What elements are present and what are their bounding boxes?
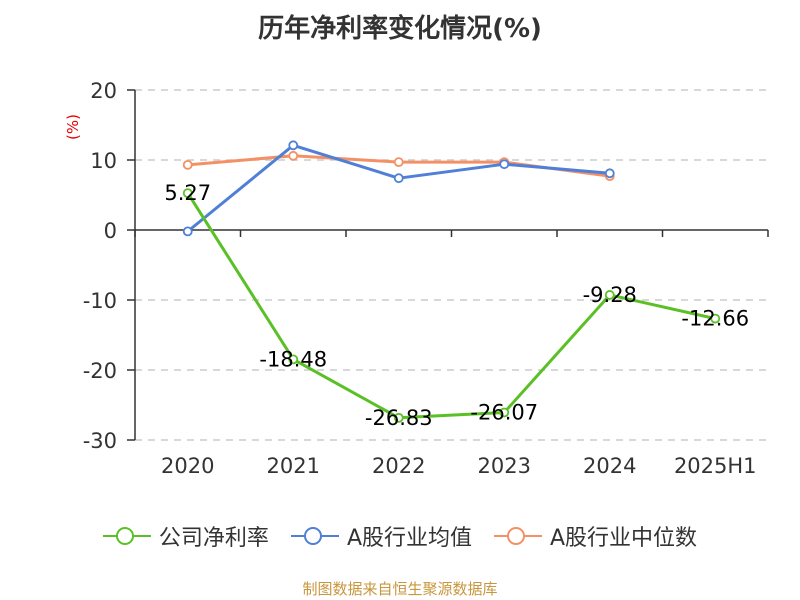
axis-layer: 20 10 0 -10 -20 -30 2020 2021 2022 2023 2024 2025H1	[83, 79, 769, 478]
data-label: -12.66	[681, 307, 749, 331]
y-tick-label: 20	[90, 79, 117, 103]
data-label-layer: 5.27 -18.48 -26.83 -26.07 -9.28 -12.66	[164, 181, 749, 430]
data-point	[393, 412, 404, 423]
data-point	[288, 354, 299, 365]
legend-label: A股行业中位数	[550, 526, 698, 551]
data-point	[182, 188, 193, 199]
series-layer	[182, 140, 721, 423]
data-point	[604, 168, 615, 179]
source-note: 制图数据来自恒生聚源数据库	[302, 580, 498, 598]
legend-label: 公司净利率	[158, 526, 269, 551]
y-tick-label: -30	[83, 429, 117, 453]
data-point	[393, 157, 404, 168]
data-point	[604, 290, 615, 300]
grid-layer	[135, 89, 768, 441]
x-tick-label: 2022	[372, 454, 425, 478]
y-tick-label: 10	[90, 149, 117, 173]
data-point	[182, 159, 193, 170]
legend-label: A股行业均值	[346, 526, 472, 551]
x-tick-label: 2024	[583, 454, 636, 478]
data-point	[182, 226, 193, 237]
y-tick-label: -10	[83, 289, 117, 313]
y-tick-label: 0	[104, 219, 117, 243]
data-point	[710, 313, 721, 324]
legend: 公司净利率 A股行业均值 A股行业中位数	[0, 520, 800, 552]
data-label: -26.07	[470, 400, 538, 424]
x-tick-label: 2021	[267, 454, 320, 478]
data-point	[393, 173, 404, 184]
legend-item: A股行业中位数	[494, 520, 697, 552]
data-point	[499, 407, 510, 418]
legend-item: A股行业均值	[290, 520, 472, 552]
x-tick-label: 2023	[478, 454, 531, 478]
data-label: -9.28	[583, 283, 637, 307]
y-axis-unit-label: (%)	[64, 114, 82, 140]
legend-marker	[102, 526, 151, 546]
x-tick-label: 2025H1	[674, 454, 757, 478]
y-tick-label: -20	[83, 359, 117, 383]
series-line	[186, 192, 716, 420]
data-label: -18.48	[259, 347, 327, 371]
data-point	[288, 150, 299, 161]
legend-marker	[494, 526, 542, 546]
data-point	[288, 140, 299, 151]
data-point	[499, 159, 510, 170]
data-label: -26.83	[365, 406, 433, 430]
chart-title: 历年净利率变化情况(%)	[258, 14, 542, 44]
legend-marker	[290, 526, 339, 546]
data-label: 5.27	[164, 181, 211, 205]
x-tick-label: 2020	[161, 454, 214, 478]
legend-item: 公司净利率	[102, 520, 269, 552]
